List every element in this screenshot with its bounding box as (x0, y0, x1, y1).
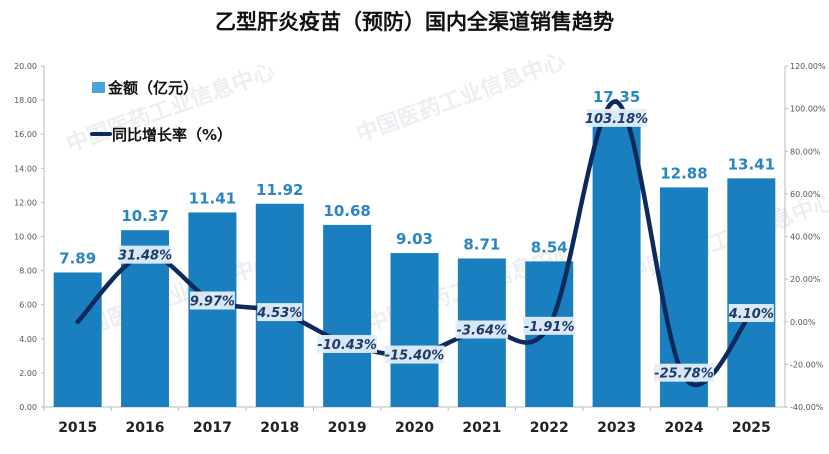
bar-label: 17.35 (593, 88, 640, 106)
growth-label: 103.18% (585, 112, 648, 127)
y-tick-label: 6.00 (19, 301, 37, 310)
growth-label-box (257, 303, 303, 322)
x-tick-label: 2020 (395, 420, 434, 436)
x-tick-label: 2021 (462, 420, 501, 436)
bar-2025 (727, 178, 776, 407)
bar-label: 8.54 (531, 238, 568, 256)
bar-label: 11.92 (256, 181, 303, 199)
bar-2015 (53, 272, 102, 407)
growth-label: -25.78% (654, 367, 714, 382)
growth-label-box (523, 316, 576, 335)
growth-label: -3.64% (457, 324, 508, 339)
bar-2017 (188, 212, 237, 407)
y-tick-label: 18.00 (14, 96, 37, 105)
legend-bar-label: 金额（亿元） (107, 79, 198, 97)
y2-tick-label: 60.00% (790, 190, 821, 199)
x-tick-label: 2025 (732, 420, 771, 436)
growth-label: -1.91% (524, 320, 575, 335)
growth-label: -15.40% (385, 349, 445, 364)
growth-label-box (654, 363, 714, 382)
y-tick-label: 2.00 (19, 369, 37, 378)
bar-label: 10.37 (121, 207, 168, 225)
growth-label: -10.43% (317, 338, 377, 353)
legend-bar-swatch (92, 82, 105, 93)
y2-tick-label: -20.00% (790, 360, 824, 369)
y2-tick-label: 40.00% (790, 233, 821, 242)
y-tick-label: 12.00 (14, 198, 37, 207)
y-tick-label: 4.00 (19, 335, 37, 344)
chart-title: 乙型肝炎疫苗（预防）国内全渠道销售趋势 (215, 10, 614, 34)
y2-tick-label: 120.00% (790, 62, 826, 71)
y-tick-label: 14.00 (14, 164, 37, 173)
y2-tick-label: 100.00% (790, 105, 826, 114)
growth-label-box (728, 304, 774, 323)
bar-label: 10.68 (323, 202, 370, 220)
bar-2023 (592, 111, 641, 408)
y-tick-label: 0.00 (19, 403, 37, 412)
y-tick-label: 16.00 (14, 130, 37, 139)
y2-tick-label: 80.00% (790, 147, 821, 156)
bar-2019 (323, 224, 372, 407)
growth-label: 4.53% (256, 306, 302, 321)
bar-2020 (390, 253, 439, 407)
legend-line-label: 同比增长率（%） (112, 126, 232, 144)
bar-label: 9.03 (396, 230, 433, 248)
x-tick-label: 2015 (58, 420, 97, 436)
y2-tick-label: 0.00% (790, 318, 816, 327)
growth-label-box (384, 345, 445, 364)
growth-label-box (317, 334, 378, 353)
growth-label: 31.48% (118, 249, 172, 264)
bar-label: 11.41 (189, 189, 236, 207)
y2-tick-label: 20.00% (790, 275, 821, 284)
x-tick-label: 2023 (597, 420, 636, 436)
growth-label-box (455, 320, 509, 339)
y-tick-label: 8.00 (19, 267, 37, 276)
growth-label-box (586, 108, 647, 127)
growth-label: 4.10% (728, 307, 774, 322)
x-tick-label: 2018 (260, 420, 299, 436)
x-tick-label: 2022 (530, 420, 569, 436)
bar-label: 13.41 (728, 155, 775, 173)
growth-label: 9.97% (190, 295, 235, 310)
bar-label: 12.88 (660, 164, 707, 182)
y-tick-label: 20.00 (14, 62, 37, 71)
y-tick-label: 10.00 (14, 233, 37, 242)
growth-label-box (118, 245, 172, 264)
bar-label: 8.71 (463, 235, 500, 253)
x-tick-label: 2016 (126, 420, 165, 436)
y2-tick-label: -40.00% (790, 403, 824, 412)
growth-label-box (189, 291, 235, 310)
x-tick-label: 2024 (664, 420, 703, 436)
x-tick-label: 2017 (193, 420, 232, 436)
bar-label: 7.89 (59, 249, 96, 267)
x-tick-label: 2019 (328, 420, 367, 436)
